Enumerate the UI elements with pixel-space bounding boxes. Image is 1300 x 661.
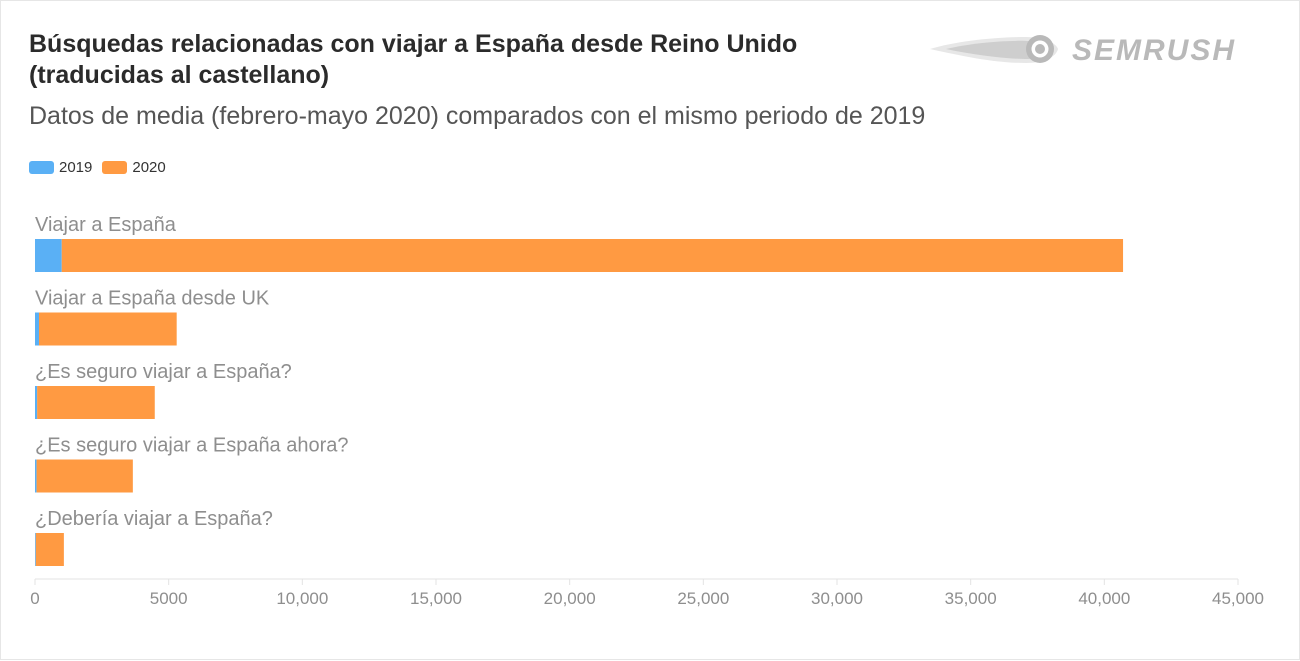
legend-label-2020: 2020 <box>132 159 166 176</box>
x-tick-label: 35,000 <box>945 589 997 608</box>
chart-subtitle: Datos de media (febrero-mayo 2020) compa… <box>29 102 926 130</box>
semrush-logo: SEMRUSH <box>930 34 1236 67</box>
x-tick-label: 25,000 <box>677 589 729 608</box>
category-label: ¿Es seguro viajar a España? <box>35 361 292 383</box>
legend-swatch-2019 <box>29 161 54 174</box>
bar-2019-4 <box>35 459 37 493</box>
x-tick-label: 15,000 <box>410 589 462 608</box>
category-label: ¿Es seguro viajar a España ahora? <box>35 435 349 457</box>
bar-2019-5 <box>35 533 36 566</box>
x-tick-label: 40,000 <box>1078 589 1130 608</box>
x-tick-label: 0 <box>30 589 39 608</box>
bar-2020-5 <box>35 533 64 566</box>
legend: 2019 2020 <box>29 159 176 176</box>
bar-2019-2 <box>35 312 40 346</box>
bar-2020-3 <box>37 386 155 419</box>
category-label: ¿Debería viajar a España? <box>35 508 273 530</box>
x-tick-label: 5000 <box>150 589 188 608</box>
semrush-fireball-icon <box>930 35 1058 63</box>
bar-2020-1 <box>61 239 1124 272</box>
category-label: Viajar a España desde UK <box>35 288 270 310</box>
bar-2020-2 <box>39 312 177 346</box>
x-tick-label: 30,000 <box>811 589 863 608</box>
semrush-wordmark: SEMRUSH <box>1072 34 1236 67</box>
legend-swatch-2020 <box>102 161 128 174</box>
legend-label-2019: 2019 <box>59 159 93 176</box>
legend-item-2020[interactable]: 2020 <box>102 159 166 176</box>
category-label: Viajar a España <box>35 214 177 236</box>
x-tick-label: 10,000 <box>276 589 328 608</box>
bar-2019-1 <box>35 239 62 272</box>
x-tick-label: 45,000 <box>1212 589 1264 608</box>
bar-2020-4 <box>36 459 133 493</box>
legend-item-2019[interactable]: 2019 <box>29 159 92 176</box>
bar-2019-3 <box>35 386 38 419</box>
chart-title: Búsquedas relacionadas con viajar a Espa… <box>29 30 798 89</box>
x-tick-label: 20,000 <box>544 589 596 608</box>
